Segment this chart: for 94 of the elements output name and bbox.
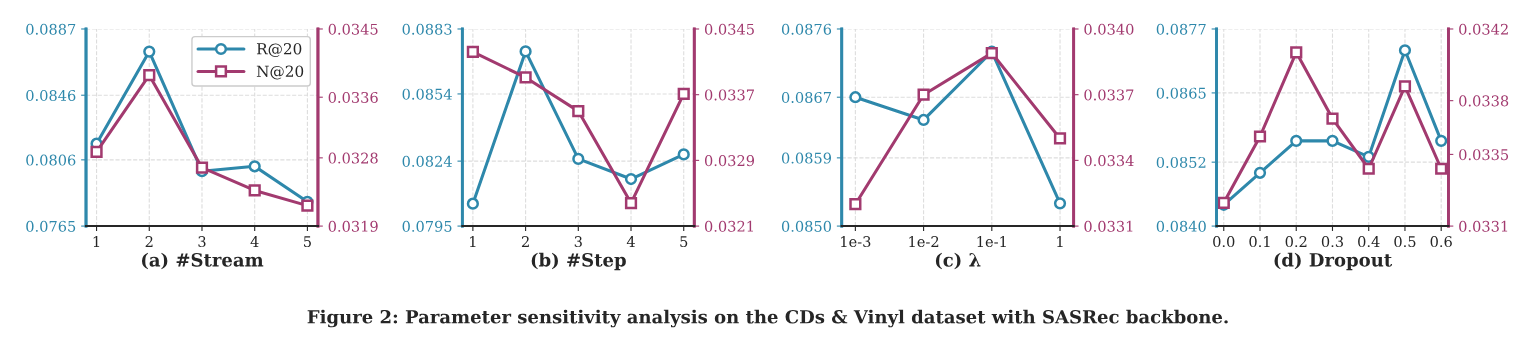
y2-tick-label: 0.0345	[704, 23, 754, 35]
point	[519, 71, 532, 84]
y-tick-label: 0.0867	[781, 91, 831, 103]
y-tick-label: 0.0883	[402, 23, 452, 35]
y-tick-label: 0.0859	[781, 152, 832, 164]
x-tick-label: 0.6	[1430, 236, 1452, 248]
y2-tick-label: 0.0331	[1084, 220, 1133, 232]
point	[1398, 80, 1412, 93]
y-tick-label: 0.0824	[402, 155, 452, 167]
y2-tick-label: 0.0338	[1459, 95, 1509, 107]
point	[195, 161, 209, 174]
point	[1398, 44, 1412, 57]
point	[677, 148, 690, 161]
caption: Figure 2: Parameter sensitivity analysis on the CDs & Vinyl dataset with SASRec backbone.	[307, 309, 1228, 328]
point	[466, 45, 479, 59]
x-tick-label: 3	[574, 236, 582, 248]
x-axis-title: (b) #Step	[531, 252, 626, 271]
y-tick-label: 0.0765	[26, 220, 76, 232]
y-tick-label: 0.0877	[1156, 23, 1206, 35]
point	[1326, 112, 1339, 125]
point	[1053, 132, 1067, 145]
y2-tick-label: 0.0331	[1459, 220, 1508, 232]
point	[1435, 134, 1448, 147]
x-tick-label: 0.5	[1394, 236, 1416, 248]
y-tick-label: 0.0840	[1156, 220, 1206, 232]
point	[1290, 46, 1303, 59]
y2-tick-label: 0.0337	[1084, 89, 1134, 101]
point	[849, 198, 862, 211]
point	[849, 91, 862, 104]
y-tick-label: 0.0850	[781, 220, 832, 232]
x-tick-label: 4	[626, 236, 635, 247]
x-tick-label: 2	[521, 236, 529, 247]
point	[624, 172, 638, 186]
point	[572, 152, 585, 165]
point	[624, 196, 638, 210]
x-tick-label: 4	[250, 236, 259, 247]
x-tick-label: 1e-1	[977, 236, 1006, 248]
x-tick-label: 5	[304, 236, 311, 248]
point	[519, 45, 532, 58]
legend-label: N@20	[256, 65, 304, 80]
y2-tick-label: 0.0321	[704, 220, 753, 232]
point	[1435, 162, 1448, 175]
y-tick-label: 0.0846	[26, 89, 76, 101]
y-tick-label: 0.0795	[402, 220, 452, 232]
point	[1290, 134, 1303, 147]
x-tick-label: 5	[680, 236, 688, 248]
x-tick-label: 0.0	[1213, 236, 1235, 248]
y2-tick-label: 0.0345	[328, 23, 378, 35]
y-tick-label: 0.0887	[26, 23, 76, 35]
point	[1253, 166, 1267, 179]
y2-tick-label: 0.0336	[328, 91, 378, 103]
point	[248, 184, 261, 197]
y2-tick-label: 0.0340	[1084, 23, 1134, 35]
x-tick-label: 1	[93, 236, 100, 247]
x-tick-label: 0.4	[1358, 236, 1380, 248]
x-tick-label: 3	[198, 236, 206, 248]
point	[301, 199, 314, 212]
y2-tick-label: 0.0328	[328, 152, 378, 164]
point	[572, 105, 585, 118]
legend-label: R@20	[256, 43, 302, 57]
point	[1326, 134, 1339, 147]
y2-tick-label: 0.0334	[1084, 155, 1134, 167]
point	[677, 87, 690, 100]
y-tick-label: 0.0876	[781, 23, 832, 35]
x-axis-title: (a) #Stream	[141, 252, 264, 270]
point	[917, 88, 930, 101]
point	[917, 113, 930, 127]
y-tick-label: 0.0865	[1156, 87, 1206, 99]
point	[248, 160, 261, 173]
x-tick-label: 1e-3	[841, 236, 871, 248]
x-tick-label: 0.2	[1285, 236, 1307, 248]
y-tick-label: 0.0854	[402, 88, 452, 100]
x-tick-label: 1	[470, 236, 476, 247]
y2-tick-label: 0.0337	[704, 89, 754, 101]
y2-tick-label: 0.0335	[1459, 149, 1509, 161]
y-tick-label: 0.0806	[26, 154, 76, 166]
y2-tick-label: 0.0342	[1459, 23, 1508, 35]
x-tick-label: 1	[1057, 236, 1063, 247]
y2-tick-label: 0.0329	[704, 155, 755, 167]
point	[143, 45, 156, 58]
x-tick-label: 0.1	[1249, 236, 1270, 248]
point	[466, 197, 479, 210]
y2-tick-label: 0.0319	[328, 220, 378, 232]
point	[90, 145, 103, 158]
point	[1253, 130, 1267, 143]
point	[1362, 162, 1375, 175]
x-axis-title: (c) λ	[935, 252, 981, 270]
x-tick-label: 1e-2	[909, 236, 939, 248]
point	[143, 69, 156, 82]
point	[1053, 197, 1067, 210]
x-tick-label: 2	[145, 236, 153, 247]
x-axis-title: (d) Dropout	[1274, 252, 1393, 271]
y-tick-label: 0.0852	[1156, 156, 1206, 168]
x-tick-label: 0.3	[1321, 236, 1343, 248]
